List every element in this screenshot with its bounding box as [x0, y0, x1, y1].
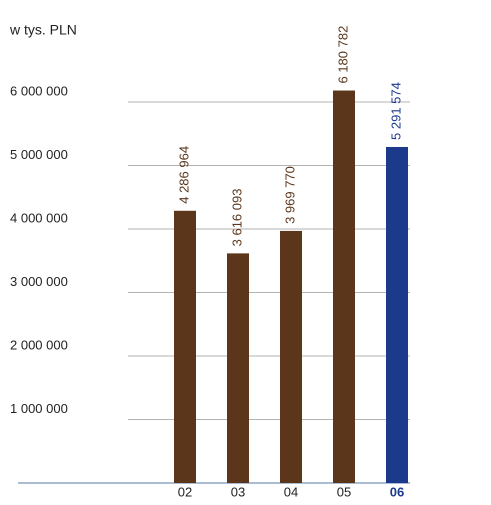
x-tick-label: 06 — [390, 484, 404, 499]
value-label: 5 291 574 — [388, 82, 403, 140]
bar — [227, 253, 249, 483]
x-tick-label: 04 — [284, 484, 298, 499]
value-label: 4 286 964 — [176, 146, 191, 204]
y-tick-label: 5 000 000 — [10, 147, 68, 162]
x-tick-label: 03 — [231, 484, 245, 499]
y-tick-label: 1 000 000 — [10, 401, 68, 416]
bar — [333, 90, 355, 484]
value-label: 3 969 770 — [282, 166, 297, 224]
y-tick-label: 4 000 000 — [10, 210, 68, 225]
value-label: 6 180 782 — [335, 26, 350, 84]
unit-label: w tys. PLN — [9, 22, 77, 38]
x-tick-label: 02 — [178, 484, 192, 499]
bar — [174, 210, 196, 484]
value-label: 3 616 093 — [229, 189, 244, 247]
y-tick-label: 3 000 000 — [10, 274, 68, 289]
y-tick-label: 6 000 000 — [10, 83, 68, 98]
bar — [280, 230, 302, 483]
y-tick-label: 2 000 000 — [10, 337, 68, 352]
x-tick-label: 05 — [337, 484, 351, 499]
bar — [386, 146, 408, 483]
